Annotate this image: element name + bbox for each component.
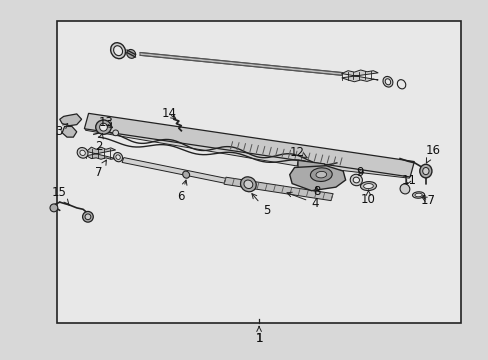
- Polygon shape: [140, 53, 341, 75]
- Text: 11: 11: [401, 174, 415, 186]
- Text: 12: 12: [289, 146, 306, 159]
- Text: 6: 6: [177, 180, 186, 203]
- Ellipse shape: [412, 192, 424, 198]
- Text: 4: 4: [286, 192, 318, 210]
- Ellipse shape: [360, 181, 376, 190]
- Text: 15: 15: [51, 186, 69, 204]
- Ellipse shape: [110, 43, 125, 59]
- Text: 10: 10: [360, 190, 375, 206]
- Ellipse shape: [80, 150, 85, 156]
- Polygon shape: [297, 161, 409, 178]
- Ellipse shape: [244, 180, 252, 189]
- Polygon shape: [62, 126, 77, 137]
- Polygon shape: [341, 70, 377, 82]
- Ellipse shape: [310, 168, 331, 181]
- Ellipse shape: [113, 130, 118, 136]
- Text: 1: 1: [255, 333, 262, 346]
- Ellipse shape: [385, 79, 390, 85]
- Ellipse shape: [100, 123, 107, 131]
- Text: 9: 9: [356, 166, 363, 179]
- Text: 1: 1: [255, 327, 262, 346]
- Ellipse shape: [96, 120, 111, 134]
- Ellipse shape: [50, 204, 58, 212]
- Polygon shape: [84, 113, 413, 177]
- Polygon shape: [60, 114, 81, 126]
- Polygon shape: [86, 147, 116, 159]
- Text: 13: 13: [98, 116, 113, 129]
- Ellipse shape: [116, 155, 120, 159]
- Ellipse shape: [397, 80, 405, 89]
- Ellipse shape: [113, 153, 122, 162]
- Ellipse shape: [352, 177, 359, 183]
- Ellipse shape: [240, 177, 256, 192]
- Ellipse shape: [113, 46, 122, 56]
- Text: 17: 17: [420, 194, 435, 207]
- Text: 14: 14: [162, 107, 176, 120]
- Text: 2: 2: [95, 134, 103, 153]
- Bar: [57, 21, 460, 323]
- Polygon shape: [122, 158, 225, 183]
- Ellipse shape: [85, 214, 91, 220]
- Ellipse shape: [315, 171, 326, 178]
- Ellipse shape: [399, 184, 409, 194]
- Ellipse shape: [419, 164, 431, 178]
- Polygon shape: [289, 166, 345, 191]
- Ellipse shape: [82, 211, 93, 222]
- Ellipse shape: [349, 174, 362, 186]
- Ellipse shape: [183, 171, 189, 178]
- Text: 7: 7: [95, 160, 106, 179]
- Polygon shape: [224, 177, 332, 201]
- Text: 3: 3: [55, 123, 68, 138]
- Text: 8: 8: [312, 185, 320, 198]
- Ellipse shape: [414, 193, 421, 197]
- Text: 5: 5: [251, 194, 269, 217]
- Ellipse shape: [382, 76, 392, 87]
- Text: 16: 16: [425, 144, 440, 163]
- Polygon shape: [85, 124, 298, 166]
- Ellipse shape: [363, 184, 372, 189]
- Polygon shape: [297, 160, 324, 180]
- Ellipse shape: [77, 148, 88, 158]
- Ellipse shape: [422, 167, 428, 175]
- Ellipse shape: [126, 49, 135, 58]
